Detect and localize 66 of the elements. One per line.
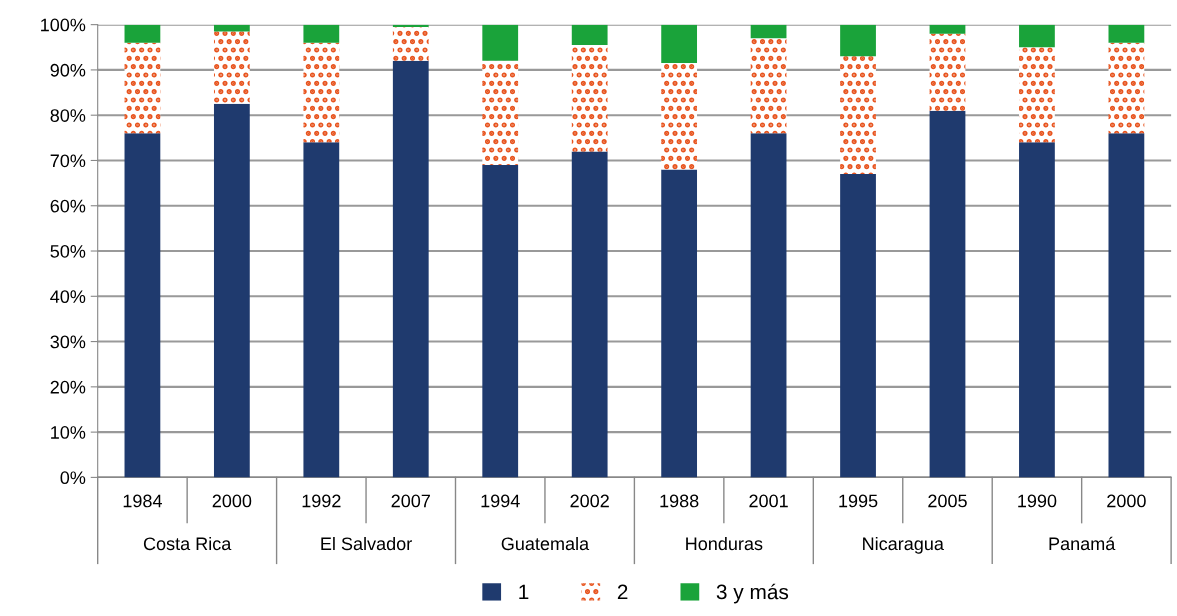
- x-tick-label: 2002: [570, 494, 609, 508]
- bar: [1108, 133, 1145, 478]
- bar: [929, 24, 966, 34]
- bar: [661, 169, 698, 478]
- x-tick-label: 2001: [749, 494, 788, 508]
- x-tick-label: 1992: [302, 494, 341, 508]
- bar: [213, 31, 250, 104]
- legend-label: 2: [617, 584, 628, 600]
- bar: [303, 142, 340, 478]
- y-tick-label: 100%: [41, 18, 86, 32]
- bar: [303, 42, 340, 143]
- bar: [482, 165, 519, 478]
- bar: [392, 60, 429, 478]
- bar: [750, 24, 787, 39]
- y-tick-label: 10%: [51, 426, 86, 439]
- y-tick-label: 20%: [50, 380, 86, 394]
- bar: [929, 110, 966, 478]
- bar: [1108, 24, 1145, 43]
- x-tick-label: 2005: [928, 494, 967, 508]
- bar: [1019, 47, 1055, 143]
- bar: [840, 174, 876, 478]
- bar: [303, 24, 340, 43]
- bar: [661, 24, 698, 64]
- y-tick-label: 90%: [50, 63, 86, 77]
- x-tick-label: 1990: [1018, 494, 1057, 508]
- bar: [1019, 142, 1055, 478]
- y-tick-label: 0%: [60, 471, 86, 485]
- y-tick-label: 30%: [50, 335, 86, 349]
- x-tick-label: 1984: [123, 494, 162, 508]
- text: Costa Rica: [143, 536, 232, 551]
- x-tick-label: 2007: [391, 494, 430, 508]
- bar: [392, 26, 429, 61]
- text: Honduras: [686, 536, 763, 551]
- legend-label: 3 y más: [716, 583, 789, 604]
- bar: [1019, 24, 1055, 48]
- bar: [213, 103, 250, 478]
- bar: [571, 151, 608, 478]
- bar: [840, 56, 876, 175]
- bar: [124, 42, 161, 134]
- bar: [1108, 42, 1145, 134]
- x-tick-label: 1988: [660, 494, 699, 508]
- bar: [124, 24, 161, 43]
- x-tick-label: 1994: [481, 494, 520, 508]
- bar: [571, 24, 608, 46]
- x-tick-label: 2000: [212, 494, 252, 508]
- y-tick-label: 70%: [50, 154, 86, 168]
- y-tick-label: 40%: [50, 290, 86, 304]
- y-tick-label: 80%: [50, 109, 86, 122]
- legend-label: 1: [519, 584, 529, 600]
- y-tick-label: 60%: [50, 199, 86, 213]
- bar: [124, 133, 161, 478]
- bar: [661, 63, 698, 170]
- bar: [840, 24, 876, 57]
- text: El Salvador: [321, 536, 412, 551]
- y-tick-label: 50%: [50, 244, 86, 258]
- bar: [929, 33, 966, 111]
- bar: [571, 45, 608, 152]
- bar: [750, 38, 787, 134]
- text: Guatemala: [501, 536, 590, 551]
- bar: [482, 60, 519, 165]
- text: Nicaragua: [863, 536, 944, 554]
- x-tick-label: 1995: [839, 494, 878, 508]
- x-tick-label: 2000: [1107, 494, 1146, 508]
- bar: [750, 133, 787, 478]
- text: Panamá: [1049, 536, 1116, 551]
- bar: [482, 24, 519, 61]
